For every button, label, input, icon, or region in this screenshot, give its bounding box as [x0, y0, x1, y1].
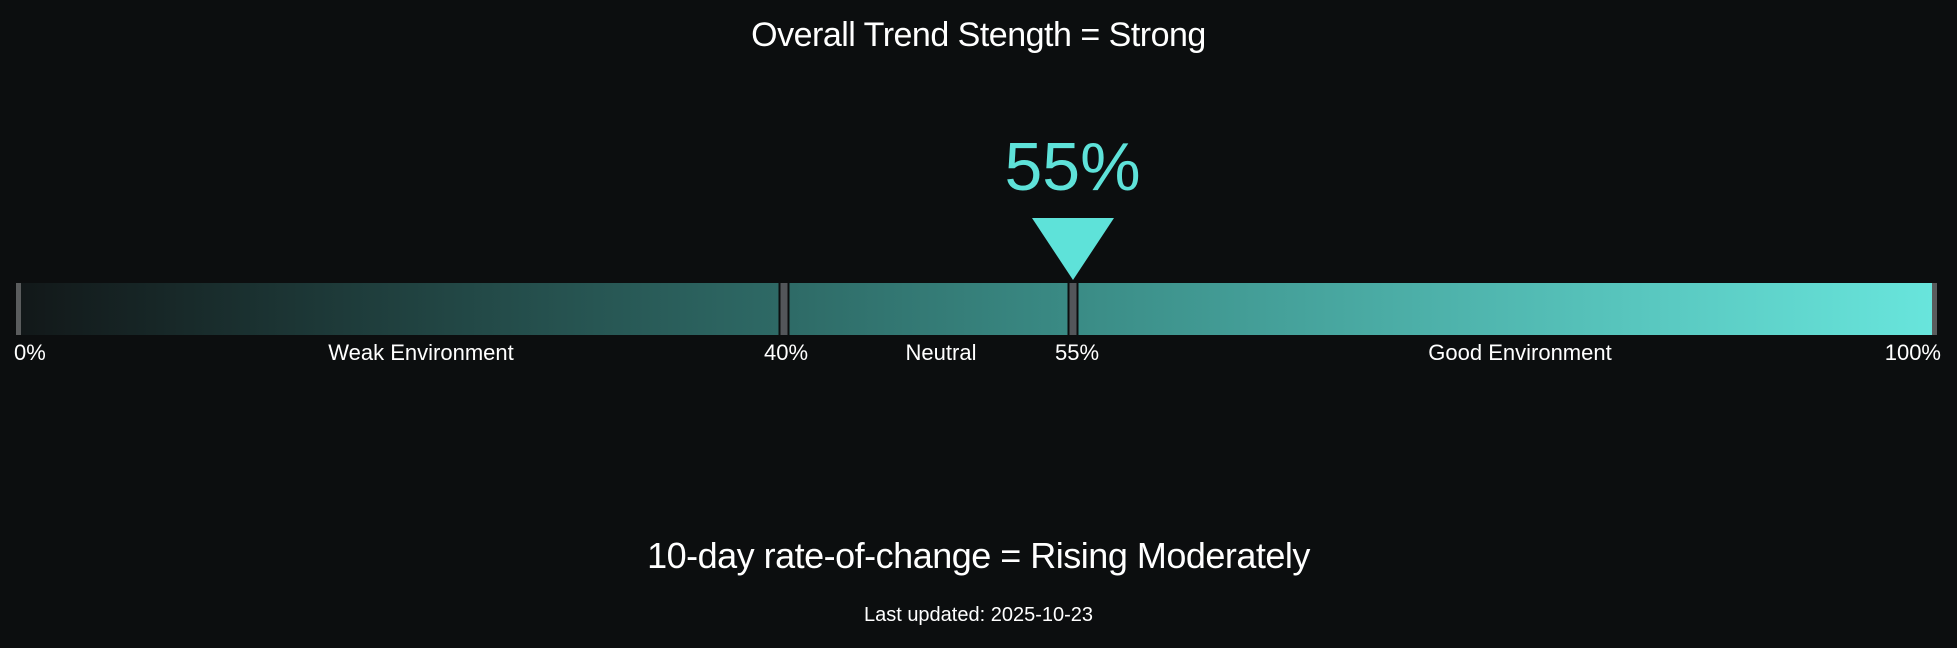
gauge-tick-end	[1932, 283, 1937, 335]
axis-label-0-percent: 0%	[14, 340, 46, 365]
zone-label-weak-environment: Weak Environment	[328, 340, 514, 365]
axis-label-55-percent: 55%	[1054, 340, 1100, 365]
axis-label-100-percent: 100%	[1884, 340, 1941, 365]
rate-of-change-subtitle: 10-day rate-of-change = Rising Moderatel…	[647, 535, 1310, 576]
zone-label-good-environment: Good Environment	[1428, 340, 1612, 365]
triangle-down-icon	[1031, 218, 1114, 280]
gauge-track: 55%	[16, 133, 1937, 335]
gauge-divider-55	[1067, 283, 1079, 335]
gauge-divider-40	[778, 283, 790, 335]
zone-label-neutral: Neutral	[905, 340, 977, 365]
gauge-value-label: 55%	[1004, 129, 1141, 205]
last-updated-text: Last updated: 2025-10-23	[863, 604, 1094, 626]
gauge-tick-start	[16, 283, 21, 335]
page-title: Overall Trend Stength = Strong	[751, 16, 1206, 54]
axis-label-40-percent: 40%	[763, 340, 809, 365]
gauge-gradient-bar	[21, 283, 1932, 335]
